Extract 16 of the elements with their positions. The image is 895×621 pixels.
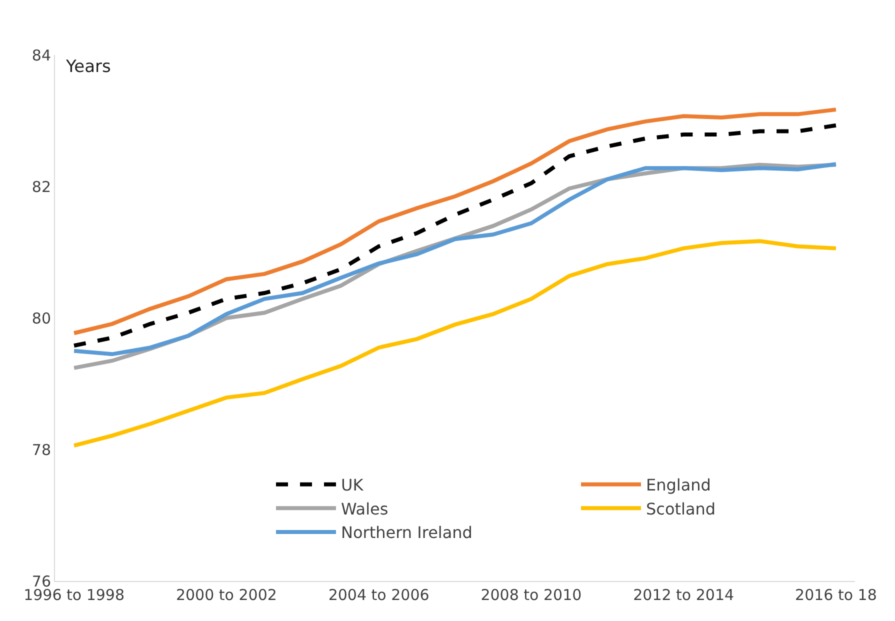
line-series — [72, 239, 838, 448]
legend-label: UK — [341, 476, 364, 495]
y-tick-label: 78 — [32, 440, 51, 459]
x-tick-label: 2016 to 18 — [795, 586, 877, 604]
legend-label: Scotland — [646, 499, 716, 518]
y-tick-label: 84 — [32, 46, 51, 64]
legend-label: Wales — [341, 499, 388, 518]
x-tick-label: 2008 to 2010 — [480, 586, 582, 604]
y-tick-label: 80 — [32, 309, 51, 328]
legend-label: Northern Ireland — [341, 523, 472, 542]
x-tick-label: 2004 to 2006 — [328, 586, 430, 604]
x-tick-label: 2012 to 2014 — [633, 586, 734, 604]
y-tick-label: 82 — [32, 178, 51, 196]
x-tick-label: 2000 to 2002 — [176, 586, 277, 604]
y-axis-title: Years — [65, 57, 111, 77]
legend-label: England — [646, 476, 711, 495]
